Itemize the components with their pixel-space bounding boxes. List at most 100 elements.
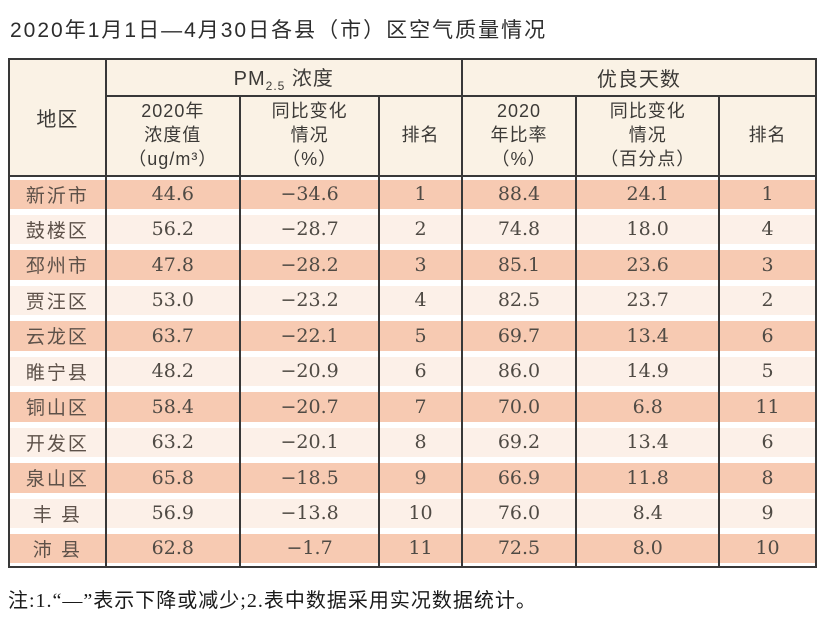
col-header-pm-value: 2020年 浓度值 （ug/m³） xyxy=(104,96,240,177)
table-row: 睢宁县 48.2 −20.9 6 86.0 14.9 5 xyxy=(8,353,816,389)
table-row: 新沂市 44.6 −34.6 1 88.4 24.1 1 xyxy=(8,176,816,212)
header-sub-row: 2020年 浓度值 （ug/m³） 同比变化 情况 （%） 排名 2020 年比… xyxy=(9,96,816,177)
days-ratio-cell: 69.2 xyxy=(460,424,577,460)
table-row: 沛 县 62.8 −1.7 11 72.5 8.0 10 xyxy=(8,531,816,567)
pm-rank-cell: 4 xyxy=(378,282,462,318)
region-cell: 贾汪区 xyxy=(8,282,106,318)
col-header-pm-change: 同比变化 情况 （%） xyxy=(238,96,380,177)
pm-value-cell: 56.9 xyxy=(104,495,240,531)
header-group-row: 地区 PM2.5 浓度 优良天数 xyxy=(8,59,816,177)
pm-value-cell: 65.8 xyxy=(104,460,240,496)
pm-value-cell: 63.7 xyxy=(104,318,240,354)
days-rank-cell: 10 xyxy=(718,531,816,567)
days-change-cell: 8.4 xyxy=(575,495,720,531)
pm-change-cell: −20.9 xyxy=(238,353,380,389)
pm-value-cell: 56.2 xyxy=(104,211,240,247)
days-change-cell: 11.8 xyxy=(575,460,720,496)
days-rank-cell: 1 xyxy=(718,176,816,212)
days-ratio-cell: 82.5 xyxy=(460,282,577,318)
region-cell: 铜山区 xyxy=(8,389,106,425)
col-header-region: 地区 xyxy=(8,59,106,177)
col-header-days-change: 同比变化 情况 （百分点） xyxy=(575,96,720,177)
days-rank-cell: 6 xyxy=(718,318,816,354)
air-quality-table: 地区 PM2.5 浓度 优良天数 2020年 浓度值 （ug/m³） 同比变化 … xyxy=(8,58,817,568)
days-change-cell: 13.4 xyxy=(575,424,720,460)
region-cell: 沛 县 xyxy=(8,531,106,567)
table-row: 邳州市 47.8 −28.2 3 85.1 23.6 3 xyxy=(8,247,816,283)
days-ratio-cell: 74.8 xyxy=(460,211,577,247)
days-ratio-cell: 69.7 xyxy=(460,318,577,354)
pm25-label-prefix: PM xyxy=(233,68,266,90)
region-cell: 泉山区 xyxy=(8,460,106,496)
table-row: 贾汪区 53.0 −23.2 4 82.5 23.7 2 xyxy=(8,282,816,318)
col-group-good-days: 优良天数 xyxy=(460,59,816,97)
days-change-cell: 23.6 xyxy=(575,247,720,283)
days-change-cell: 24.1 xyxy=(575,176,720,212)
pm-value-cell: 63.2 xyxy=(104,424,240,460)
days-rank-cell: 3 xyxy=(718,247,816,283)
pm-value-cell: 62.8 xyxy=(104,531,240,567)
days-rank-cell: 11 xyxy=(718,389,816,425)
days-ratio-cell: 72.5 xyxy=(460,531,577,567)
pm-rank-cell: 7 xyxy=(378,389,462,425)
pm-value-cell: 47.8 xyxy=(104,247,240,283)
table-header: 地区 PM2.5 浓度 优良天数 2020年 浓度值 （ug/m³） 同比变化 … xyxy=(8,59,816,177)
days-rank-cell: 6 xyxy=(718,424,816,460)
pm-value-cell: 58.4 xyxy=(104,389,240,425)
pm-rank-cell: 9 xyxy=(378,460,462,496)
pm25-label-suffix: 浓度 xyxy=(285,68,334,90)
col-group-pm25: PM2.5 浓度 xyxy=(104,59,462,97)
pm-rank-cell: 1 xyxy=(378,176,462,212)
table-row: 铜山区 58.4 −20.7 7 70.0 6.8 11 xyxy=(8,389,816,425)
footnote: 注:1.“—”表示下降或减少;2.表中数据采用实况数据统计。 xyxy=(8,589,537,612)
col-header-days-rank: 排名 xyxy=(718,96,816,177)
region-cell: 邳州市 xyxy=(8,247,106,283)
days-change-cell: 6.8 xyxy=(575,389,720,425)
pm-change-cell: −1.7 xyxy=(238,531,380,567)
days-rank-cell: 8 xyxy=(718,460,816,496)
pm-change-cell: −34.6 xyxy=(238,176,380,212)
days-rank-cell: 4 xyxy=(718,211,816,247)
days-change-cell: 8.0 xyxy=(575,531,720,567)
pm-change-cell: −20.1 xyxy=(238,424,380,460)
col-header-days-ratio: 2020 年比率 （%） xyxy=(460,96,577,177)
region-cell: 开发区 xyxy=(8,424,106,460)
table-row: 丰 县 56.9 −13.8 10 76.0 8.4 9 xyxy=(8,495,816,531)
table-row: 鼓楼区 56.2 −28.7 2 74.8 18.0 4 xyxy=(8,211,816,247)
days-ratio-cell: 66.9 xyxy=(460,460,577,496)
days-change-cell: 18.0 xyxy=(575,211,720,247)
days-ratio-cell: 85.1 xyxy=(460,247,577,283)
pm25-label-subscript: 2.5 xyxy=(265,79,286,93)
days-ratio-cell: 76.0 xyxy=(460,495,577,531)
pm-change-cell: −28.2 xyxy=(238,247,380,283)
pm-change-cell: −13.8 xyxy=(238,495,380,531)
region-cell: 丰 县 xyxy=(8,495,106,531)
pm-value-cell: 48.2 xyxy=(104,353,240,389)
table-row: 云龙区 63.7 −22.1 5 69.7 13.4 6 xyxy=(8,318,816,354)
region-cell: 云龙区 xyxy=(8,318,106,354)
page-title: 2020年1月1日—4月30日各县（市）区空气质量情况 xyxy=(10,19,548,42)
pm-change-cell: −28.7 xyxy=(238,211,380,247)
pm-value-cell: 44.6 xyxy=(104,176,240,212)
table-row: 泉山区 65.8 −18.5 9 66.9 11.8 8 xyxy=(8,460,816,496)
pm-change-cell: −23.2 xyxy=(238,282,380,318)
region-cell: 新沂市 xyxy=(8,176,106,212)
days-change-cell: 13.4 xyxy=(575,318,720,354)
days-ratio-cell: 88.4 xyxy=(460,176,577,212)
pm-change-cell: −20.7 xyxy=(238,389,380,425)
days-change-cell: 23.7 xyxy=(575,282,720,318)
region-cell: 鼓楼区 xyxy=(8,211,106,247)
col-header-pm-rank: 排名 xyxy=(378,96,462,177)
pm-rank-cell: 2 xyxy=(378,211,462,247)
pm-rank-cell: 6 xyxy=(378,353,462,389)
pm-rank-cell: 8 xyxy=(378,424,462,460)
pm-value-cell: 53.0 xyxy=(104,282,240,318)
region-cell: 睢宁县 xyxy=(8,353,106,389)
pm-change-cell: −22.1 xyxy=(238,318,380,354)
days-rank-cell: 5 xyxy=(718,353,816,389)
days-rank-cell: 2 xyxy=(718,282,816,318)
days-ratio-cell: 70.0 xyxy=(460,389,577,425)
pm-rank-cell: 11 xyxy=(378,531,462,567)
days-ratio-cell: 86.0 xyxy=(460,353,577,389)
